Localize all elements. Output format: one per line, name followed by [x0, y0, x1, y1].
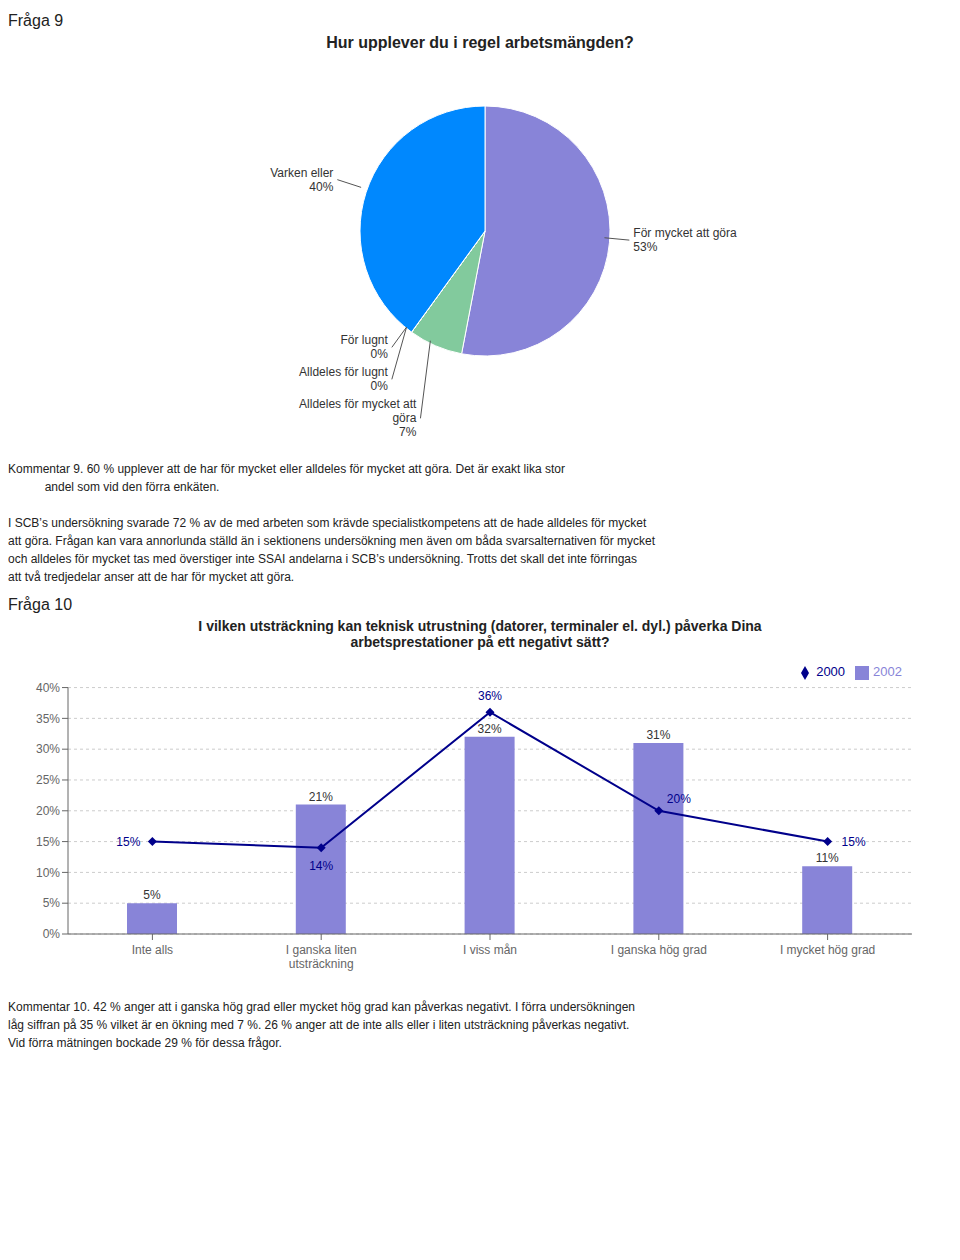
svg-text:40%: 40% — [36, 681, 60, 695]
svg-text:Alldeles för lugnt0%: Alldeles för lugnt0% — [299, 365, 388, 393]
html-text:2000: 2000 — [816, 664, 846, 679]
svg-text:För lugnt0%: För lugnt0% — [340, 333, 388, 361]
svg-text:30%: 30% — [36, 742, 60, 756]
html-text:2002: 2002 — [873, 664, 902, 679]
svg-text:36%: 36% — [478, 689, 502, 703]
svg-text:35%: 35% — [36, 712, 60, 726]
svg-text:I viss mån: I viss mån — [463, 943, 517, 957]
html-text:Fråga 10: Fråga 10 — [8, 596, 72, 613]
html-text:Fråga 9: Fråga 9 — [8, 12, 64, 29]
svg-text:11%: 11% — [816, 851, 839, 865]
svg-text:15%: 15% — [842, 835, 866, 849]
html-text:Kommentar 10. 42 % anger att i: Kommentar 10. 42 % anger att i ganska hö… — [8, 1000, 635, 1050]
svg-text:I ganska litenutsträckning: I ganska litenutsträckning — [286, 943, 357, 971]
svg-text:5%: 5% — [43, 896, 61, 910]
svg-text:31%: 31% — [646, 728, 670, 742]
svg-text:I mycket hög grad: I mycket hög grad — [780, 943, 875, 957]
svg-text:20%: 20% — [36, 804, 60, 818]
svg-text:32%: 32% — [478, 722, 502, 736]
svg-text:15%: 15% — [116, 835, 140, 849]
html-text:Kommentar 9. 60 % upplever att: Kommentar 9. 60 % upplever att de har fö… — [8, 462, 655, 584]
html-text:I vilken utsträckning kan tekn: I vilken utsträckning kan teknisk utrust… — [198, 618, 762, 650]
svg-text:Alldeles för mycket attgöra7%: Alldeles för mycket attgöra7% — [299, 397, 417, 439]
svg-text:15%: 15% — [36, 835, 60, 849]
svg-text:14%: 14% — [309, 859, 333, 873]
svg-text:0%: 0% — [43, 927, 61, 941]
svg-text:Inte alls: Inte alls — [132, 943, 173, 957]
svg-text:20%: 20% — [667, 792, 691, 806]
svg-text:I ganska hög grad: I ganska hög grad — [611, 943, 707, 957]
svg-text:21%: 21% — [309, 790, 333, 804]
svg-text:5%: 5% — [143, 888, 161, 902]
html-text:Hur upplever du i regel arbets: Hur upplever du i regel arbetsmängden? — [326, 34, 634, 51]
svg-text:Varken eller40%: Varken eller40% — [270, 166, 333, 194]
svg-text:10%: 10% — [36, 866, 60, 880]
svg-text:25%: 25% — [36, 773, 60, 787]
svg-text:För mycket att göra53%: För mycket att göra53% — [633, 226, 737, 254]
